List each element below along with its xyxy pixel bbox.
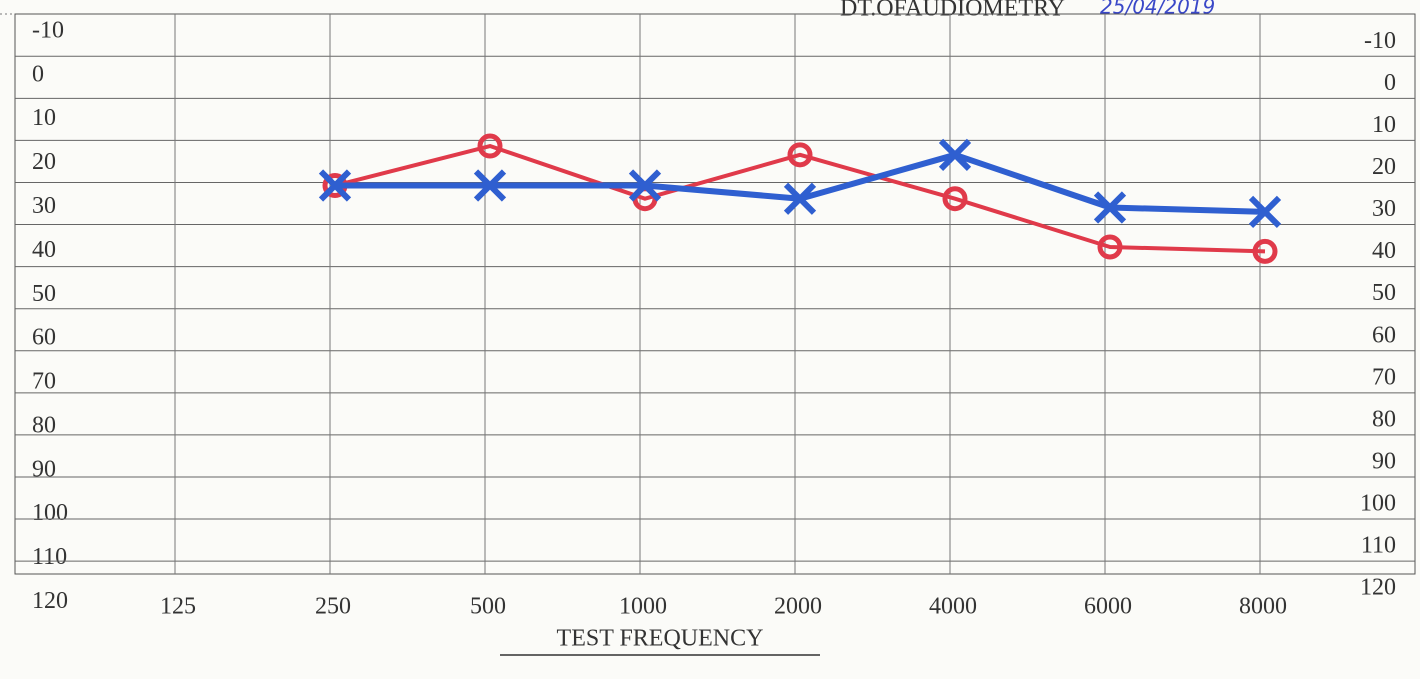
x-tick-label: 8000	[1239, 594, 1287, 620]
y-tick-label: 120	[32, 588, 68, 614]
y-tick-label: 40	[32, 237, 56, 263]
y-tick-label: 90	[32, 456, 56, 482]
series-line	[334, 144, 1266, 254]
marker-x	[473, 169, 507, 202]
marker-o	[1097, 234, 1123, 260]
marker-x	[318, 169, 352, 202]
y-tick-label: 30	[32, 193, 56, 219]
marker-o	[787, 142, 813, 168]
x-tick-label: 1000	[619, 594, 667, 620]
marker-o	[1252, 238, 1278, 264]
y-tick-label: 10	[32, 105, 56, 131]
marker-x	[1093, 191, 1127, 224]
y2-tick-label: 50	[1372, 280, 1396, 306]
y2-tick-label: 110	[1361, 533, 1396, 559]
plot-frame	[14, 13, 1416, 575]
marker-x	[938, 138, 972, 171]
y-tick-label: 80	[32, 412, 56, 438]
y-tick-label: 0	[32, 61, 44, 87]
y2-tick-label: 30	[1372, 196, 1396, 222]
y-tick-label: 110	[32, 544, 67, 570]
marker-o	[477, 133, 503, 159]
y2-tick-label: 0	[1384, 70, 1396, 96]
y-tick-label: -10	[32, 17, 64, 43]
y2-tick-label: -10	[1364, 28, 1396, 54]
y2-tick-label: 20	[1372, 154, 1396, 180]
y2-tick-label: 40	[1372, 238, 1396, 264]
y2-tick-label: 10	[1372, 112, 1396, 138]
y2-tick-label: 90	[1372, 448, 1396, 474]
y2-tick-label: 70	[1372, 364, 1396, 390]
y2-tick-label: 60	[1372, 322, 1396, 348]
marker-x	[1248, 195, 1282, 228]
y-tick-label: 60	[32, 325, 56, 351]
y-tick-label: 70	[32, 369, 56, 395]
header: DT.OFAUDIOMETRY	[840, 0, 1065, 22]
x-tick-label: 125	[160, 594, 196, 620]
x-tick-label: 500	[470, 594, 506, 620]
y2-tick-label: 120	[1360, 575, 1396, 601]
x-tick-label: 6000	[1084, 594, 1132, 620]
x-axis-title: TEST FREQUENCY	[557, 626, 764, 652]
x-tick-label: 4000	[929, 594, 977, 620]
marker-o	[942, 186, 968, 212]
marker-x	[628, 169, 662, 202]
y-tick-label: 20	[32, 149, 56, 175]
x-tick-label: 2000	[774, 594, 822, 620]
y2-tick-label: 80	[1372, 406, 1396, 432]
date: 25/04/2019	[1100, 0, 1215, 19]
y2-tick-label: 100	[1360, 491, 1396, 517]
y-tick-label: 50	[32, 281, 56, 307]
y-tick-label: 100	[32, 500, 68, 526]
x-tick-label: 250	[315, 594, 351, 620]
marker-x	[783, 182, 817, 215]
